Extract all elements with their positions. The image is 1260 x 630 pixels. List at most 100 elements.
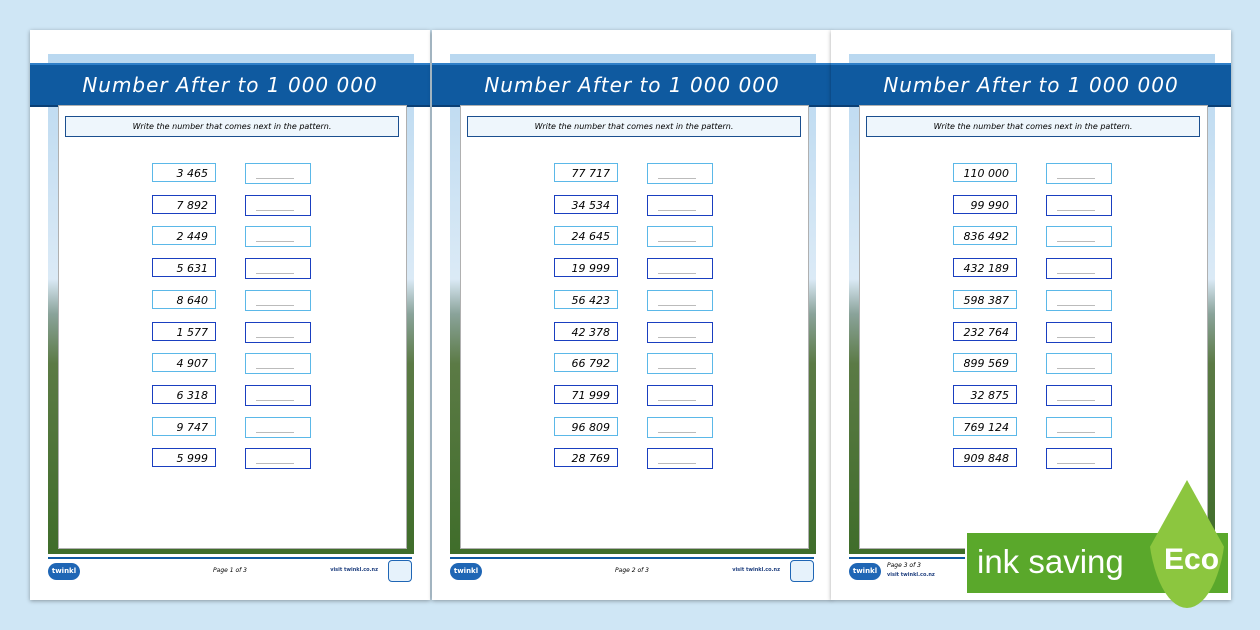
given-number: 9 747 [152,416,216,436]
worksheet-panel: Write the number that comes next in the … [859,105,1208,549]
question-row: 7 892 [152,194,312,216]
answer-box[interactable] [647,321,713,343]
given-number: 28 769 [554,448,618,468]
answer-box[interactable] [245,226,311,248]
question-row: 56 423 [554,289,714,311]
answer-box[interactable] [1046,258,1112,280]
answer-box[interactable] [1046,321,1112,343]
answer-box[interactable] [1046,448,1112,470]
answer-box[interactable] [647,448,713,470]
question-row: 5 999 [152,448,312,470]
question-row: 899 569 [953,353,1113,375]
question-row: 769 124 [953,416,1113,438]
given-number: 7 892 [152,194,216,214]
page-number: Page 3 of 3 [887,562,921,569]
given-number: 66 792 [554,353,618,373]
visit-link[interactable]: visit twinkl.co.nz [330,567,378,573]
given-number: 34 534 [554,194,618,214]
answer-box[interactable] [1046,416,1112,438]
given-number: 232 764 [953,321,1017,341]
answer-box[interactable] [647,163,713,184]
answer-box[interactable] [1046,384,1112,406]
question-row: 3 465 [152,163,312,184]
given-number: 42 378 [554,321,618,341]
given-number: 77 717 [554,163,618,182]
question-row: 77 717 [554,163,714,184]
page-title: Number After to 1 000 000 [831,63,1231,107]
question-row: 66 792 [554,353,714,375]
answer-box[interactable] [245,289,311,311]
worksheet-panel: Write the number that comes next in the … [58,105,407,549]
quality-badge-icon [790,560,814,582]
answer-box[interactable] [245,163,311,184]
given-number: 909 848 [953,448,1017,468]
answer-box[interactable] [245,194,311,216]
answer-box[interactable] [245,416,311,438]
footer-divider [48,557,412,559]
answer-box[interactable] [245,384,311,406]
worksheet-page: Number After to 1 000 000 Write the numb… [432,30,832,600]
question-row: 99 990 [953,194,1113,216]
answer-box[interactable] [647,226,713,248]
answer-box[interactable] [1046,353,1112,375]
given-number: 2 449 [152,226,216,246]
answer-box[interactable] [1046,226,1112,248]
given-number: 3 465 [152,163,216,182]
question-row: 9 747 [152,416,312,438]
page-title: Number After to 1 000 000 [432,63,832,107]
given-number: 110 000 [953,163,1017,182]
question-row: 6 318 [152,384,312,406]
answer-box[interactable] [1046,289,1112,311]
ink-saving-text: ink saving [977,543,1124,580]
given-number: 769 124 [953,416,1017,436]
answer-box[interactable] [647,384,713,406]
answer-box[interactable] [245,448,311,470]
answer-box[interactable] [647,194,713,216]
question-row: 2 449 [152,226,312,248]
answer-box[interactable] [647,289,713,311]
question-row: 432 189 [953,258,1113,280]
question-row: 598 387 [953,289,1113,311]
given-number: 56 423 [554,289,618,309]
answer-box[interactable] [647,416,713,438]
worksheet-panel: Write the number that comes next in the … [460,105,809,549]
question-row: 110 000 [953,163,1113,184]
answer-box[interactable] [1046,194,1112,216]
visit-link[interactable]: visit twinkl.co.nz [732,567,780,573]
question-row: 1 577 [152,321,312,343]
question-row: 28 769 [554,448,714,470]
twinkl-logo: twinkl [849,563,881,580]
given-number: 99 990 [953,194,1017,214]
question-row: 24 645 [554,226,714,248]
answer-box[interactable] [245,321,311,343]
given-number: 8 640 [152,289,216,309]
given-number: 1 577 [152,321,216,341]
given-number: 71 999 [554,384,618,404]
given-number: 598 387 [953,289,1017,309]
given-number: 24 645 [554,226,618,246]
given-number: 5 631 [152,258,216,278]
worksheet-page: Number After to 1 000 000 Write the numb… [30,30,430,600]
answer-box[interactable] [647,258,713,280]
answer-box[interactable] [245,258,311,280]
question-row: 34 534 [554,194,714,216]
given-number: 432 189 [953,258,1017,278]
twinkl-logo: twinkl [450,563,482,580]
question-row: 19 999 [554,258,714,280]
given-number: 32 875 [953,384,1017,404]
question-row: 42 378 [554,321,714,343]
answer-box[interactable] [1046,163,1112,184]
visit-link[interactable]: visit twinkl.co.nz [887,572,935,578]
question-row: 96 809 [554,416,714,438]
given-number: 836 492 [953,226,1017,246]
answer-box[interactable] [245,353,311,375]
answer-box[interactable] [647,353,713,375]
given-number: 6 318 [152,384,216,404]
page-number: Page 1 of 3 [213,567,247,574]
question-row: 836 492 [953,226,1113,248]
worksheet-page: Number After to 1 000 000 Write the numb… [831,30,1231,600]
twinkl-logo: twinkl [48,563,80,580]
question-row: 4 907 [152,353,312,375]
given-number: 5 999 [152,448,216,468]
instruction: Write the number that comes next in the … [65,116,399,137]
